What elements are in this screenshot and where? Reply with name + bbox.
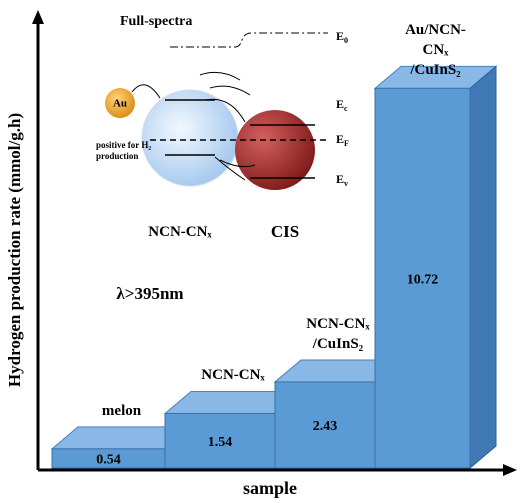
level-label: EF <box>336 132 349 148</box>
category-label: NCN-CNₓ <box>201 367 265 384</box>
x-label: sample <box>243 478 297 498</box>
au-label: Au <box>113 98 127 110</box>
category-label: melon <box>101 402 142 419</box>
category-label: NCN-CNₓ /CuInS₂ <box>306 315 370 352</box>
inset-title: Full-spectra <box>120 14 192 29</box>
value-label: 2.43 <box>313 419 338 434</box>
au-particle <box>105 88 135 118</box>
value-label: 0.54 <box>96 453 121 468</box>
vacuum-line <box>170 32 328 48</box>
bar-side <box>469 65 497 470</box>
bar <box>374 87 471 469</box>
category-label: Au/NCN-CNₓ /CuInS₂ <box>405 22 466 79</box>
x-arrow <box>503 464 517 476</box>
y-label: Hydrogen production rate (mmol/g.h) <box>5 113 24 387</box>
value-label: 1.54 <box>208 435 233 450</box>
level-label: Ev <box>336 172 348 188</box>
cis-particle <box>235 110 315 190</box>
inset-note: positive for H₂ production <box>96 140 152 161</box>
inset: Full-spectra E0 Ec EF Ev Au <box>105 14 349 190</box>
transfer-arrow <box>131 84 246 181</box>
level-label: E0 <box>336 29 348 45</box>
value-label: 10.72 <box>407 272 439 287</box>
bar <box>274 381 376 469</box>
light-arrow <box>199 71 256 168</box>
wavelength-label: λ>395nm <box>116 284 184 303</box>
particle-label: CIS <box>270 222 300 241</box>
ncn-particle <box>141 89 239 187</box>
y-arrow <box>32 10 44 24</box>
level-label: Ec <box>336 97 348 113</box>
particle-label: NCN-CNₓ <box>148 224 212 240</box>
